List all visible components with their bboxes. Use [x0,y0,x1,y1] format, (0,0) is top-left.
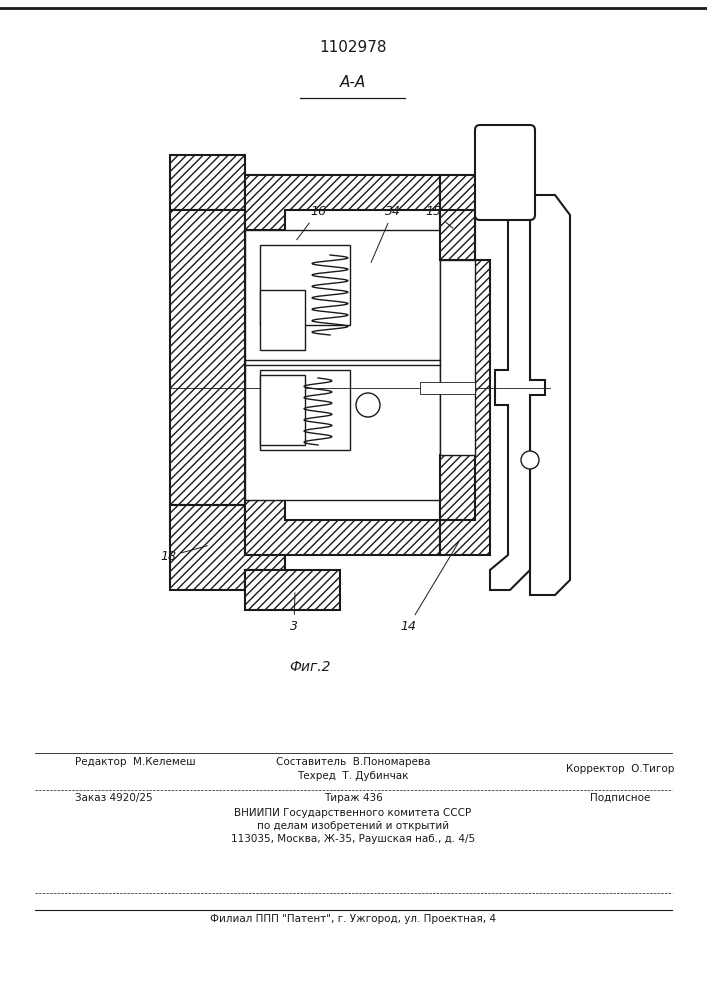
Text: Филиал ППП "Патент", г. Ужгород, ул. Проектная, 4: Филиал ППП "Патент", г. Ужгород, ул. Про… [210,914,496,924]
Polygon shape [440,210,475,260]
Text: A-A: A-A [340,75,366,90]
Text: ВНИИПИ Государственного комитета СССР: ВНИИПИ Государственного комитета СССР [235,808,472,818]
Text: 34: 34 [371,205,401,262]
Text: 16: 16 [297,205,326,240]
Text: Корректор  О.Тигор: Корректор О.Тигор [566,764,674,774]
Bar [260,375,305,445]
Text: 15: 15 [425,205,453,228]
Bar [440,260,475,455]
Text: 18: 18 [160,546,207,563]
Polygon shape [170,210,245,505]
Polygon shape [530,195,570,595]
Polygon shape [245,500,440,555]
Text: Техред  Т. Дубинчак: Техред Т. Дубинчак [297,771,409,781]
Text: по делам изобретений и открытий: по делам изобретений и открытий [257,821,449,831]
Polygon shape [245,570,340,610]
Text: Заказ 4920/25: Заказ 4920/25 [75,793,153,803]
Circle shape [356,393,380,417]
Polygon shape [245,175,440,230]
Polygon shape [170,155,285,210]
Text: 1102978: 1102978 [320,40,387,55]
Text: Редактор  М.Келемеш: Редактор М.Келемеш [75,757,196,767]
Polygon shape [170,505,285,590]
Text: 3: 3 [290,593,298,633]
Polygon shape [490,175,545,590]
Polygon shape [440,455,475,520]
Circle shape [521,451,539,469]
Text: Тираж 436: Тираж 436 [324,793,382,803]
Text: Подписное: Подписное [590,793,650,803]
Polygon shape [440,175,490,555]
Text: 113035, Москва, Ж-35, Раушская наб., д. 4/5: 113035, Москва, Ж-35, Раушская наб., д. … [231,834,475,844]
Bar [260,370,350,450]
FancyBboxPatch shape [475,125,535,220]
Text: Составитель  В.Пономарева: Составитель В.Пономарева [276,757,431,767]
Bar [260,245,350,325]
Bar [420,382,475,394]
Text: 14: 14 [400,542,459,633]
Bar [245,230,440,500]
Text: Фиг.2: Фиг.2 [289,660,331,674]
Bar [260,290,305,350]
